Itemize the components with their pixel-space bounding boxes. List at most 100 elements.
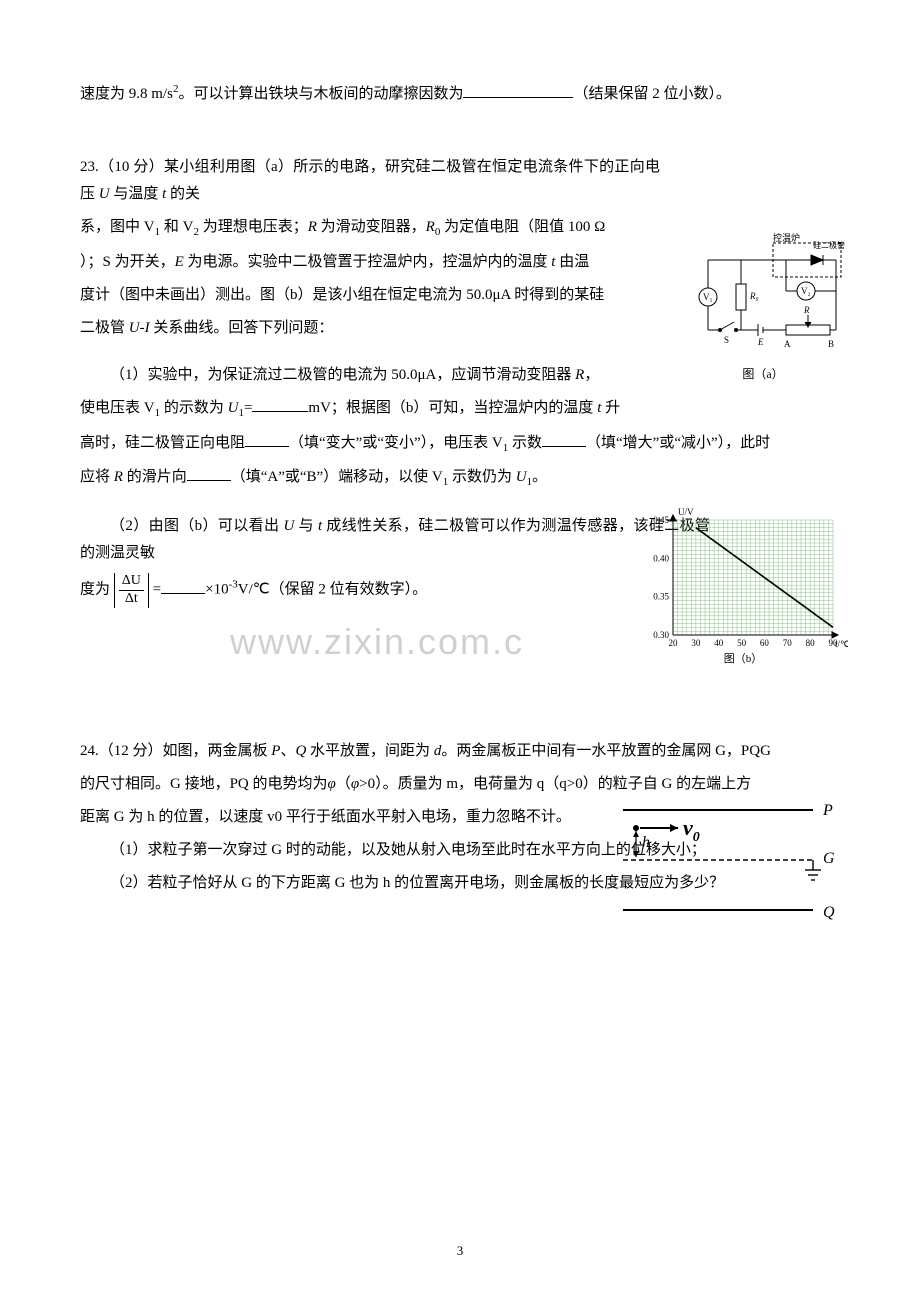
frac-den: Δt bbox=[119, 591, 144, 608]
b-label: B bbox=[828, 339, 834, 349]
q23-p1-l4: 应将 R 的滑片向（填“A”或“B”）端移动，以使 V1 示数仍为 U1。 bbox=[80, 464, 848, 493]
circuit-diagram: 控温炉 硅二极管 V₁ V₂ R₀ S E R A B 图（a） bbox=[678, 230, 848, 380]
p2f: ×10 bbox=[205, 582, 228, 598]
r-label: R bbox=[803, 305, 810, 315]
g-label: G bbox=[823, 850, 835, 867]
p1h: 高时，硅二极管正向电阻 bbox=[80, 435, 245, 451]
q-label: Q bbox=[823, 904, 835, 921]
p2a: （2）由图（b）可以看出 bbox=[110, 518, 284, 534]
frac-num: ΔU bbox=[119, 573, 144, 591]
blank-sens bbox=[161, 579, 205, 594]
blank-u1 bbox=[252, 397, 308, 412]
p1i: （填“变大”或“变小”），电压表 V bbox=[289, 435, 503, 451]
q22-post: 。可以计算出铁块与木板间的动摩擦因数为 bbox=[178, 86, 463, 102]
page-number: 3 bbox=[0, 1239, 920, 1262]
q23-p1-l2: 使电压表 V1 的示数为 U1=mV；根据图（b）可知，当控温炉内的温度 t 升 bbox=[80, 395, 848, 424]
svg-text:0.30: 0.30 bbox=[653, 630, 669, 640]
u1-2: U bbox=[516, 469, 527, 485]
q22-tailtxt: （结果保留 2 位小数）。 bbox=[573, 86, 731, 102]
frac: ΔUΔt bbox=[119, 573, 144, 608]
xlabel: t/℃ bbox=[835, 639, 848, 649]
q22-tail: 速度为 9.8 m/s2。可以计算出铁块与木板间的动摩擦因数为（结果保留 2 位… bbox=[80, 80, 848, 108]
r0-sym: R bbox=[426, 219, 435, 235]
q24h1: 水平放置，间距为 bbox=[306, 743, 434, 759]
q23-h2: 与温度 bbox=[110, 186, 163, 202]
u2: U bbox=[284, 518, 295, 534]
circuit-svg: 控温炉 硅二极管 V₁ V₂ R₀ S E R A B bbox=[678, 230, 848, 380]
svg-text:40: 40 bbox=[714, 638, 724, 648]
h-label: h bbox=[642, 834, 650, 851]
q24sep: 、 bbox=[280, 743, 295, 759]
r-sym2: R bbox=[575, 367, 584, 383]
q23-l2a: 系，图中 V bbox=[80, 219, 155, 235]
Q-sym: Q bbox=[295, 743, 306, 759]
q23-line5: 二极管 U-I 关系曲线。回答下列问题： bbox=[80, 315, 660, 342]
q24h2: 。两金属板正中间有一水平放置的金属网 G，PQG bbox=[441, 743, 771, 759]
circuit-caption: 图（a） bbox=[678, 364, 848, 386]
q23-l5c: 关系曲线。回答下列问题： bbox=[150, 320, 334, 336]
ui-sym: U-I bbox=[129, 320, 150, 336]
q24l2b: （ bbox=[336, 776, 351, 792]
svg-text:50: 50 bbox=[737, 638, 747, 648]
q24l2: 的尺寸相同。G 接地，PQ 的电势均为 bbox=[80, 776, 328, 792]
p-label: P bbox=[822, 802, 833, 819]
q23-p2-l2: 度为 ΔUΔt =×10-3V/℃（保留 2 位有效数字）。 bbox=[80, 573, 710, 608]
p1k: （填“增大”或“减小”），此时 bbox=[586, 435, 770, 451]
q23-line1: 23.（10 分）某小组利用图（a）所示的电路，研究硅二极管在恒定电流条件下的正… bbox=[80, 154, 660, 208]
u1-l: U bbox=[228, 400, 239, 416]
q23-h3: 的关 bbox=[166, 186, 200, 202]
q23-l5a: 二极管 bbox=[80, 320, 129, 336]
a-label: A bbox=[784, 339, 791, 349]
svg-text:60: 60 bbox=[760, 638, 770, 648]
blank-res bbox=[245, 432, 289, 447]
warmer-label: 控温炉 bbox=[773, 232, 800, 243]
blank-v1 bbox=[542, 432, 586, 447]
p2e: = bbox=[153, 582, 161, 598]
svg-text:0.35: 0.35 bbox=[653, 592, 669, 602]
p2d: 度为 bbox=[80, 582, 110, 598]
svg-text:30: 30 bbox=[691, 638, 701, 648]
svg-text:80: 80 bbox=[806, 638, 816, 648]
q22-blank bbox=[463, 83, 573, 98]
ylabel: U/V bbox=[678, 507, 694, 517]
e-label: E bbox=[757, 337, 764, 347]
q23-l3b: 为电源。实验中二极管置于控温炉内，控温炉内的温度 bbox=[184, 254, 552, 270]
q23-l3c: 由温 bbox=[555, 254, 589, 270]
u-t-graph: 0.300.350.400.45 2030405060708090 U/V t/… bbox=[638, 500, 848, 660]
phi1: φ bbox=[328, 776, 336, 792]
p1o: 示数仍为 bbox=[448, 469, 516, 485]
plates-svg: P Q G v0 h bbox=[618, 795, 848, 925]
graph-caption: 图（b） bbox=[638, 650, 848, 670]
v0-label: v0 bbox=[683, 815, 700, 845]
p1c: 使电压表 V bbox=[80, 400, 155, 416]
q23-line2: 系，图中 V1 和 V2 为理想电压表；R 为滑动变阻器，R0 为定值电阻（阻值… bbox=[80, 214, 660, 243]
e-sym: E bbox=[175, 254, 184, 270]
q23-p2-block: （2）由图（b）可以看出 U 与 t 成线性关系，硅二极管可以作为测温传感器，该… bbox=[80, 513, 710, 608]
q24-line2: 的尺寸相同。G 接地，PQ 的电势均为φ（φ>0）。质量为 m，电荷量为 q（q… bbox=[80, 771, 848, 798]
svg-text:0.45: 0.45 bbox=[653, 515, 669, 525]
u-sym: U bbox=[99, 186, 110, 202]
q23-block: 23.（10 分）某小组利用图（a）所示的电路，研究硅二极管在恒定电流条件下的正… bbox=[80, 154, 660, 389]
p2b: 与 bbox=[294, 518, 318, 534]
q23-l2c: 为理想电压表； bbox=[199, 219, 308, 235]
s-label: S bbox=[724, 335, 729, 345]
q23-p1-l1: （1）实验中，为保证流过二极管的电流为 50.0μA，应调节滑动变阻器 R， bbox=[80, 362, 660, 389]
p1m: 的滑片向 bbox=[123, 469, 187, 485]
diode-label: 硅二极管 bbox=[813, 240, 845, 250]
phi2: φ bbox=[351, 776, 359, 792]
p1j: 示数 bbox=[508, 435, 542, 451]
p1b: ， bbox=[584, 367, 599, 383]
p1g: 升 bbox=[601, 400, 620, 416]
svg-text:0.40: 0.40 bbox=[653, 553, 669, 563]
r0-label: R₀ bbox=[749, 291, 759, 301]
p1a: （1）实验中，为保证流过二极管的电流为 50.0μA，应调节滑动变阻器 bbox=[110, 367, 575, 383]
watermark: www.zixin.com.c bbox=[230, 610, 524, 675]
q23-l3a: ）；S 为开关， bbox=[80, 254, 175, 270]
graph-svg: 0.300.350.400.45 2030405060708090 U/V t/… bbox=[638, 500, 848, 660]
q23-l2e: 为定值电阻（阻值 100 Ω bbox=[440, 219, 605, 235]
v2-label: V₂ bbox=[801, 286, 811, 296]
v1-label: V₁ bbox=[703, 292, 713, 302]
q23-line3: ）；S 为开关，E 为电源。实验中二极管置于控温炉内，控温炉内的温度 t 由温 bbox=[80, 249, 660, 276]
q24-line1: 24.（12 分）如图，两金属板 P、Q 水平放置，间距为 d。两金属板正中间有… bbox=[80, 738, 848, 765]
q24h: 24.（12 分）如图，两金属板 bbox=[80, 743, 271, 759]
